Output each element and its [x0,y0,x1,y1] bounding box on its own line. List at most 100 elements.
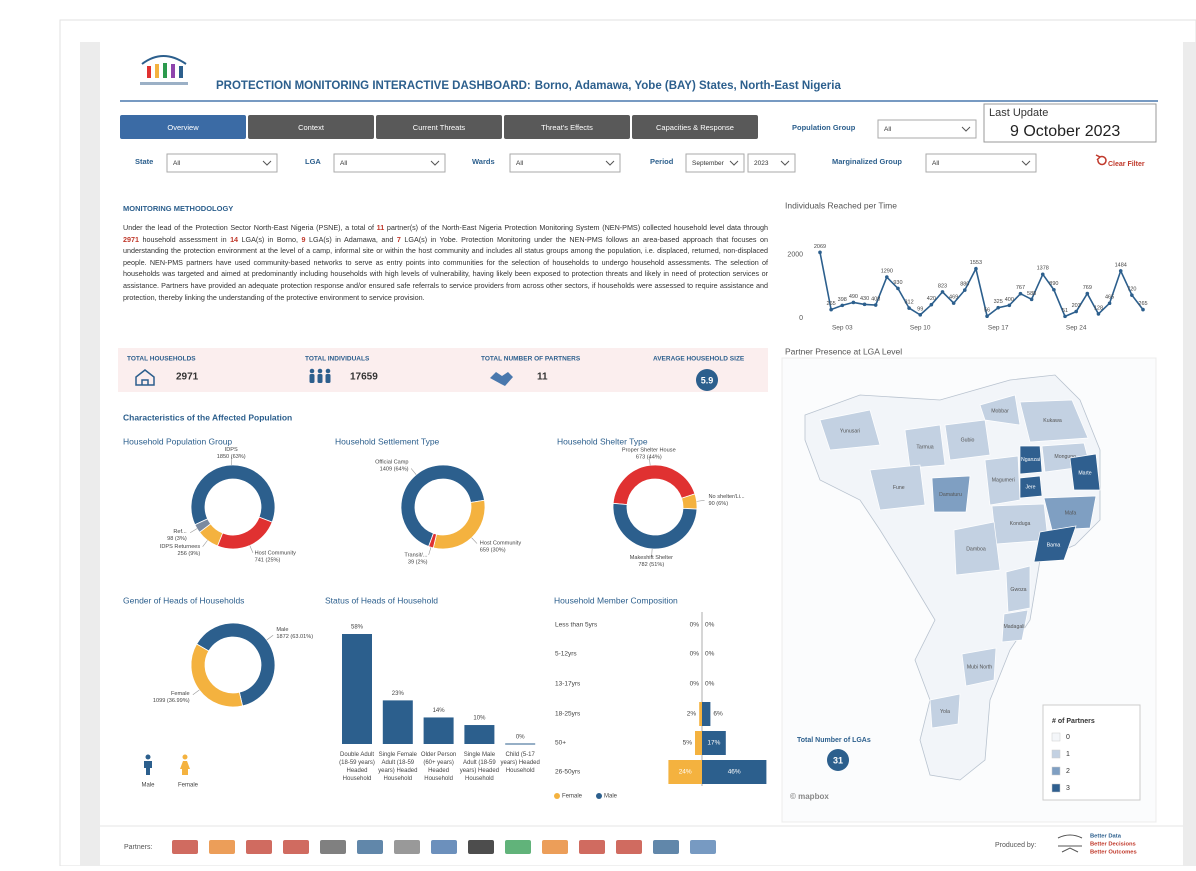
dropdown-value: September [692,160,725,167]
slice-category: Transit/... [404,553,428,559]
chart-title: Household Member Composition [554,595,678,605]
data-label: 890 [1049,281,1058,287]
lga-name: Mubi North [967,664,992,670]
kpi-value: 5.9 [701,375,714,385]
line-point [1141,308,1145,312]
title-main: PROTECTION MONITORING INTERACTIVE DASHBO… [216,80,531,92]
line-point [952,301,956,305]
legend-swatch [1052,750,1060,758]
lga-name: Magumeri [992,478,1015,484]
data-label: 398 [838,297,847,303]
bar [464,725,494,744]
slice-value: 741 (25%) [255,558,281,564]
chart-title: Household Population Group [123,436,232,446]
legend-swatch [554,793,560,799]
partner-logo [468,840,494,854]
pyramid-bar [702,702,710,726]
footer-label: Partners: [124,844,152,851]
dropdown[interactable] [167,154,277,172]
lga-name: Marte [1078,470,1091,476]
data-label: 128 [1094,305,1103,311]
data-label: 930 [893,280,902,286]
last-update-label: Last Update [989,107,1048,119]
nav-tab-label: Overview [167,123,199,132]
person-icon [318,374,323,383]
logo-figure [147,66,151,78]
partner-logo [690,840,716,854]
slice-value: 256 (9%) [178,551,201,557]
bar-value-label: 46% [728,769,741,776]
partner-logo [542,840,568,854]
line-point [996,306,1000,310]
nav-tab-label: Threat's Effects [541,123,593,132]
section-title: Characteristics of the Affected Populati… [123,412,292,422]
kpi-band [118,348,768,392]
line-point [1008,304,1012,308]
lga-name: Madagali [1003,624,1024,630]
legend-swatch [1052,733,1060,741]
kpi-value: 11 [537,372,548,383]
paragraph-text: LGA(s) in Borno, [238,235,301,244]
dropdown[interactable] [510,154,620,172]
paragraph-text: household assessment in [139,235,230,244]
x-tick-label: Sep 17 [988,325,1009,332]
nav-tab-label: Current Threats [413,123,466,132]
bar-value-label: 6% [713,711,723,718]
bar-category-label: Single Male Adult (18-59 years) Headed H… [459,751,499,783]
legend-label: Male [604,794,618,800]
slice-value: 659 (30%) [480,548,506,554]
line-point [1086,292,1090,296]
legend-label: Female [562,794,583,800]
dropdown[interactable] [926,154,1036,172]
total-lgas-value: 31 [833,755,843,765]
slice-value: 1872 (63.01%) [276,634,313,640]
data-label: 400 [1005,297,1014,303]
slice-value: 90 (6%) [709,501,729,507]
bar-value-label: 14% [433,708,446,714]
chart-title: Status of Heads of Household [325,595,438,605]
title-region: Borno, Adamawa, Yobe (BAY) States, North… [535,80,842,92]
last-update-date: 9 October 2023 [1010,123,1120,140]
line-point [863,303,867,307]
slice-category: Host Community [255,551,297,557]
bar-value-label: 0% [690,651,700,658]
line-point [1041,272,1045,276]
lga-name: Tarmua [916,444,933,450]
lga-name: Yunusari [840,429,860,435]
side-strip [80,42,100,866]
paragraph-text: partner(s) of the North-East Nigeria Pro… [384,223,768,232]
male-icon [146,755,151,760]
bar-category-label: Double Adult (18-59 years) Headed Househ… [337,751,377,783]
line-point [963,288,967,292]
lga-name: Nganzai [1021,457,1040,463]
partner-logo [394,840,420,854]
bar-value-label: 0% [516,735,525,741]
line-point [1119,269,1123,273]
data-label: 408 [871,297,880,303]
dropdown[interactable] [334,154,445,172]
legend-swatch [1052,784,1060,792]
icon-label: Female [178,783,199,789]
filter-label: Wards [472,157,495,166]
bar-value-label: 2% [687,711,697,718]
dropdown[interactable] [878,120,976,138]
bar [342,634,372,744]
data-label: 265 [827,301,836,307]
methodology-text: Under the lead of the Protection Sector … [123,222,768,303]
line-point [930,303,934,307]
lga-name: Jere [1025,484,1035,490]
partner-logo [209,840,235,854]
slice-category: IDPS [225,448,238,454]
lga-name: Mobbar [991,409,1009,415]
line-point [1097,312,1101,316]
line-point [1130,293,1134,297]
slice-value: 673 (44%) [636,455,662,461]
data-label: 469 [949,295,958,301]
data-label: 588 [1027,291,1036,297]
category-label: 13-17yrs [555,681,581,688]
slice-category: IDPS Returnees [160,544,201,550]
category-label: 5-12yrs [555,651,577,658]
pyramid-bar [695,731,702,755]
